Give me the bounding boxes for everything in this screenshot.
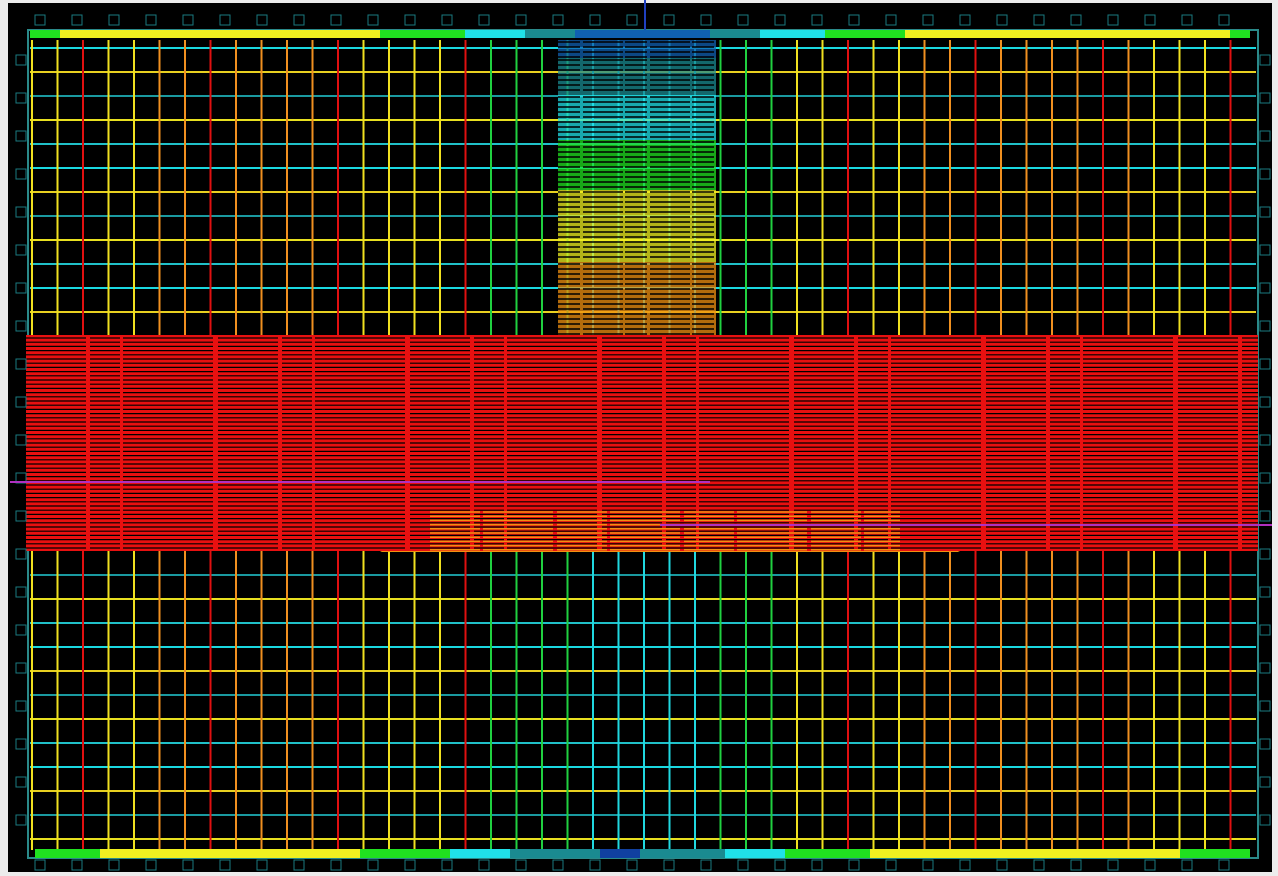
- edge-strip: [380, 30, 465, 38]
- edge-strip: [510, 849, 600, 858]
- edge-strip: [760, 30, 825, 38]
- edge-strip: [785, 849, 870, 858]
- edge-strip: [465, 30, 525, 38]
- edge-strip: [640, 849, 725, 858]
- edge-strip: [825, 30, 905, 38]
- edge-strip: [60, 30, 380, 38]
- edge-strip: [1180, 849, 1250, 858]
- edge-strip: [575, 30, 710, 38]
- edge-strip: [30, 30, 60, 38]
- edge-strip: [905, 30, 1230, 38]
- edge-strip: [35, 849, 100, 858]
- edge-strip: [525, 30, 575, 38]
- edge-strip: [600, 849, 640, 858]
- page: (() => { const data = JSON.parse(documen…: [0, 0, 1278, 876]
- edge-strip: [870, 849, 1180, 858]
- edge-strip: [450, 849, 510, 858]
- model-view: [0, 0, 1278, 876]
- edge-strip: [360, 849, 450, 858]
- edge-strip: [710, 30, 760, 38]
- edge-strip: [100, 849, 360, 858]
- edge-strip: [1230, 30, 1250, 38]
- column-band: [558, 190, 716, 262]
- edge-strip: [725, 849, 785, 858]
